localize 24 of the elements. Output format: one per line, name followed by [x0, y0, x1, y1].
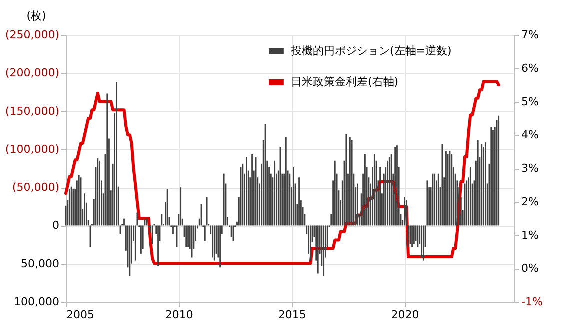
y2-tick-label: -1%	[522, 296, 543, 308]
y-tick-label: (200,000)	[5, 66, 60, 80]
x-tick-label: 2010	[165, 308, 194, 322]
y-tick-label: (150,000)	[5, 104, 60, 118]
y-tick-label: 0	[52, 219, 60, 232]
x-tick-label: 2020	[391, 308, 420, 322]
y-axis-title: (枚)	[26, 10, 46, 22]
y2-tick-label: 0%	[522, 262, 539, 276]
x-tick-label: 2005	[66, 308, 94, 322]
y-tick-label: 100,000	[14, 296, 60, 308]
y-tick-label: (250,000)	[5, 28, 60, 42]
y-tick-label: 50,000	[21, 257, 60, 270]
y-tick-label: (100,000)	[5, 142, 60, 156]
y2-tick-label: 3%	[522, 162, 539, 175]
y2-tick-label: 5%	[522, 95, 539, 108]
y2-tick-label: 7%	[522, 28, 539, 42]
y-tick-label: (50,000)	[12, 181, 60, 194]
y2-tick-label: 6%	[522, 62, 539, 75]
y2-tick-label: 1%	[522, 228, 539, 242]
y2-tick-label: 2%	[522, 195, 539, 208]
x-tick-label: 2015	[278, 308, 306, 322]
legend-label: 日米政策金利差(右軸)	[291, 76, 399, 88]
legend-label: 投機的円ポジション(左軸=逆数)	[290, 44, 452, 58]
y2-tick-label: 4%	[522, 128, 539, 142]
